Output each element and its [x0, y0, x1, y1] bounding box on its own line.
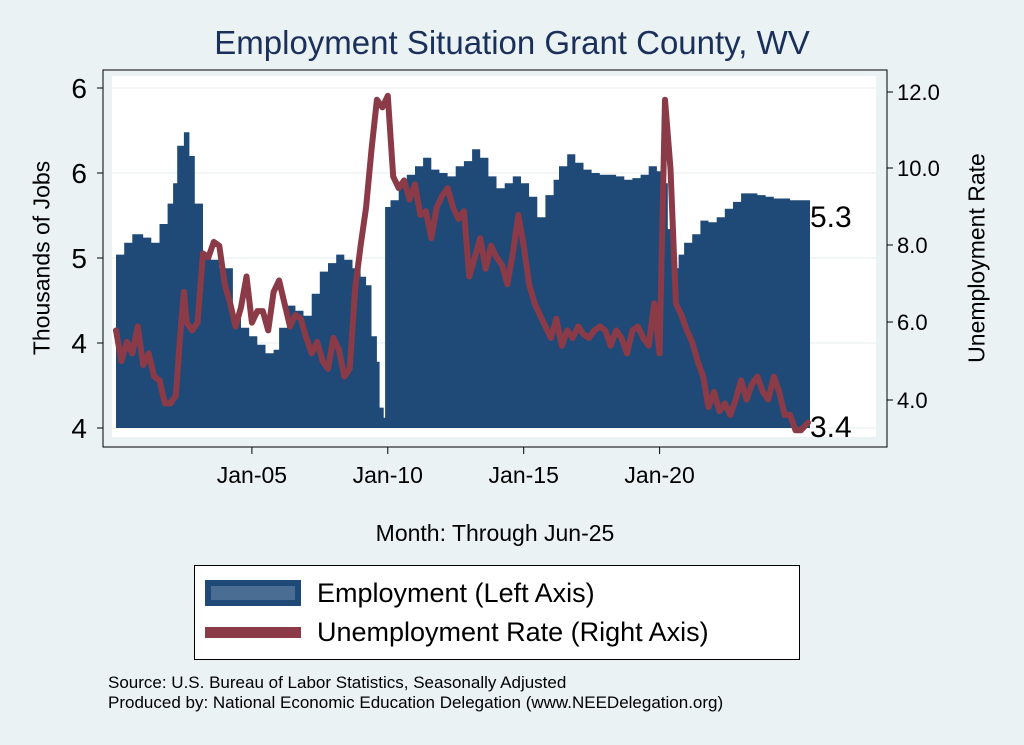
source-line-2: Produced by: National Economic Education…: [108, 693, 724, 712]
right-tick-label: 12.0: [897, 80, 940, 105]
chart-title: Employment Situation Grant County, WV: [214, 24, 810, 61]
employment-bars: [116, 132, 810, 428]
x-tick-label: Jan-05: [217, 462, 287, 488]
legend-item-unemployment: Unemployment Rate (Right Axis): [205, 612, 709, 652]
left-tick-label: 5: [71, 243, 87, 274]
x-tick-label: Jan-15: [489, 462, 559, 488]
legend-swatch-employment: [205, 580, 301, 606]
end-label-employment: 5.3: [810, 201, 852, 234]
left-tick-label: 6: [71, 73, 87, 104]
right-tick-label: 6.0: [897, 310, 928, 335]
legend-item-employment: Employment (Left Axis): [205, 573, 595, 613]
legend-swatch-unemployment: [205, 626, 301, 638]
left-tick-label: 4: [71, 413, 87, 444]
right-tick-label: 4.0: [897, 388, 928, 413]
x-tick-label: Jan-10: [353, 462, 423, 488]
legend-label-employment: Employment (Left Axis): [317, 577, 595, 608]
x-tick-label: Jan-20: [624, 462, 694, 488]
source-line-1: Source: U.S. Bureau of Labor Statistics,…: [108, 673, 567, 692]
left-tick-label: 6: [71, 158, 87, 189]
right-tick-label: 10.0: [897, 156, 940, 181]
x-axis-label: Month: Through Jun-25: [375, 520, 615, 546]
legend-label-unemployment: Unemployment Rate (Right Axis): [317, 616, 709, 647]
right-axis-label: Unemployment Rate: [963, 153, 990, 363]
left-axis-label: Thousands of Jobs: [28, 160, 55, 356]
legend: Employment (Left Axis) Unemployment Rate…: [194, 565, 800, 660]
end-label-unemployment: 3.4: [810, 411, 852, 444]
left-tick-label: 4: [71, 328, 87, 359]
source-note: Source: U.S. Bureau of Labor Statistics,…: [108, 673, 723, 713]
unemployment-line: [113, 92, 811, 434]
right-tick-label: 8.0: [897, 233, 928, 258]
